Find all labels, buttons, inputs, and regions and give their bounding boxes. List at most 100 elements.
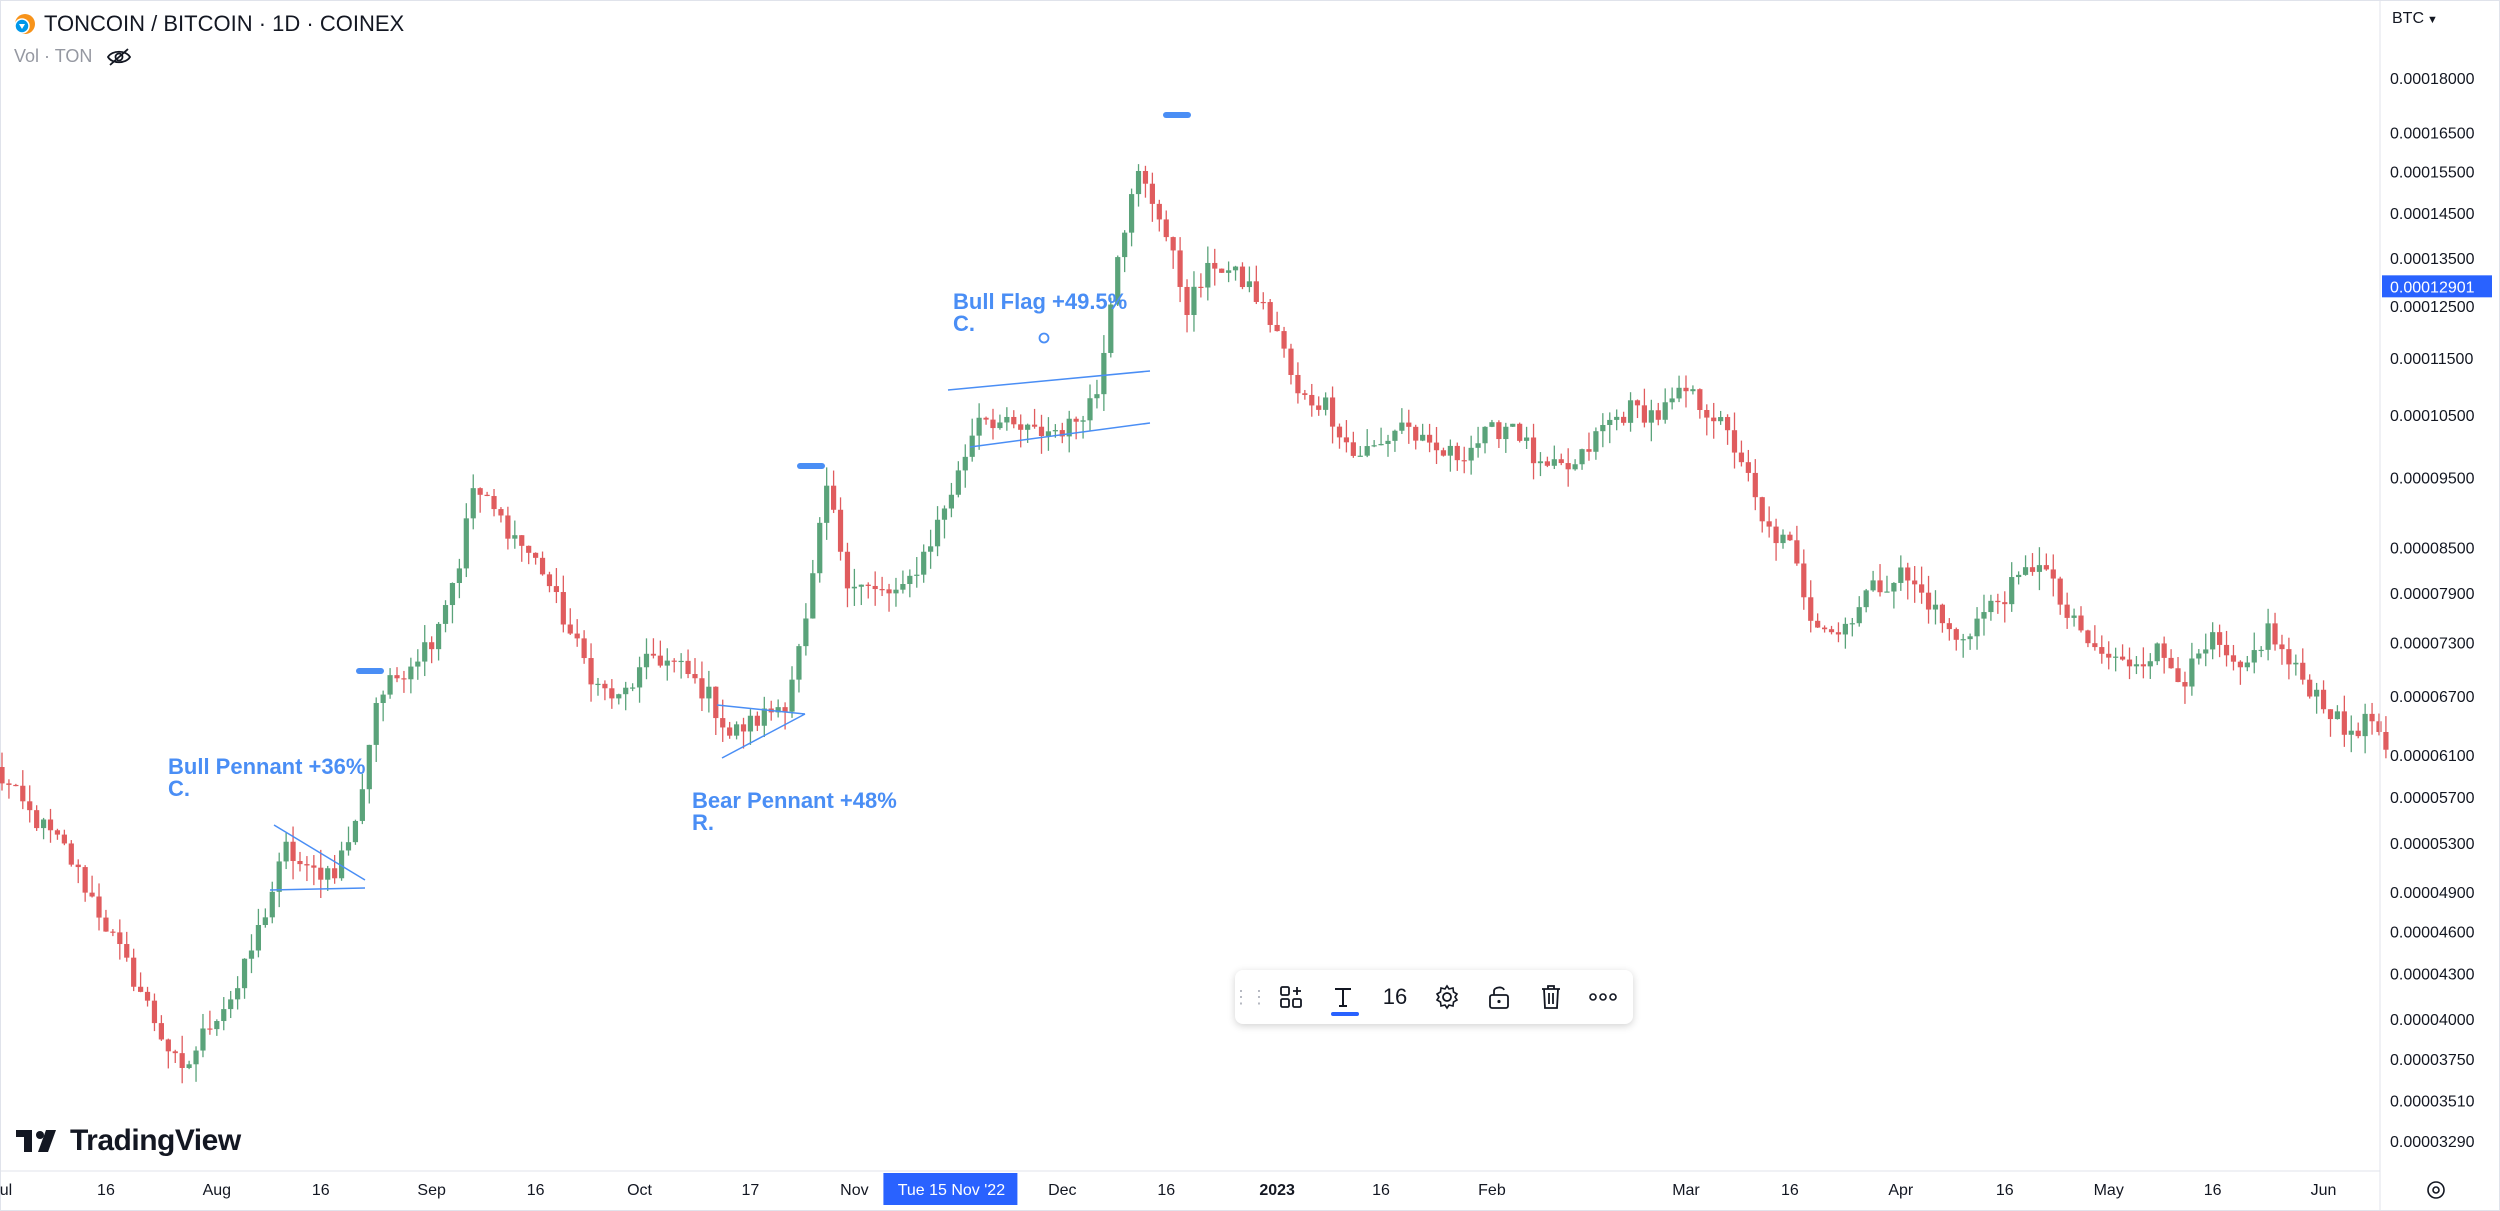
candle xyxy=(2133,656,2140,675)
candle-body xyxy=(650,653,657,656)
candle xyxy=(248,934,255,974)
time-tick-label: Dec xyxy=(1048,1182,1076,1199)
font-size-button[interactable]: 16 xyxy=(1369,970,1421,1024)
candle-body xyxy=(706,686,712,699)
more-icon[interactable] xyxy=(1577,970,1629,1024)
candle xyxy=(1482,426,1488,454)
candle xyxy=(2203,633,2209,667)
candle xyxy=(914,557,920,588)
candle-body xyxy=(1621,416,1627,423)
lock-icon[interactable] xyxy=(1473,970,1525,1024)
candle xyxy=(345,826,352,856)
candle xyxy=(685,649,691,679)
candle-body xyxy=(1863,590,1869,608)
candle-body xyxy=(1073,418,1079,422)
candle-body xyxy=(186,1064,192,1068)
candle-body xyxy=(2175,668,2181,683)
candle-body xyxy=(484,494,490,497)
candle xyxy=(1232,265,1239,281)
candle-body xyxy=(1676,387,1682,399)
candle xyxy=(1350,431,1356,458)
candle-body xyxy=(1433,442,1440,451)
candle-body xyxy=(754,715,760,726)
candle-body xyxy=(1787,534,1793,541)
price-axis: 0.00018000 0.00016500 0.00015500 0.00014500… xyxy=(2379,0,2475,1211)
chart-title-bar[interactable]: TONCOIN / BITCOIN · 1D · COINEX xyxy=(14,11,404,37)
candle xyxy=(1399,408,1405,434)
time-tick-label: Jun xyxy=(2311,1182,2337,1199)
volume-legend[interactable]: Vol · TON xyxy=(14,46,132,67)
candle-body xyxy=(1503,426,1509,440)
price-tick-label: 0.00003290 xyxy=(2390,1134,2475,1151)
candle-body xyxy=(941,508,948,520)
candle-body xyxy=(0,767,5,784)
candle-body xyxy=(602,683,608,689)
candle xyxy=(1031,408,1038,429)
eye-off-icon[interactable] xyxy=(106,47,132,67)
candle xyxy=(1329,386,1336,444)
candle-body xyxy=(2064,604,2070,618)
candle xyxy=(817,517,823,583)
annotation-bull-flag[interactable]: Bull Flag +49.5% C. xyxy=(953,291,1127,335)
candle-body xyxy=(1385,440,1391,444)
candle-body xyxy=(1544,461,1550,466)
candle xyxy=(2348,715,2354,753)
candle xyxy=(1634,399,1641,419)
candle xyxy=(1108,297,1114,358)
candle xyxy=(997,414,1003,430)
candle xyxy=(2016,571,2022,585)
currency-selector[interactable]: BTC ▼ xyxy=(2392,10,2438,28)
candle-body xyxy=(2050,569,2056,579)
candle-body xyxy=(6,783,12,785)
candle-body xyxy=(2002,602,2008,605)
candle xyxy=(526,545,532,565)
settings-icon[interactable] xyxy=(1421,970,1473,1024)
annotation-bull-pennant[interactable]: Bull Pennant +36% C. xyxy=(168,756,365,800)
candle-body xyxy=(1364,446,1370,456)
candle xyxy=(1156,199,1162,232)
drag-handle-icon[interactable]: ⋮⋮ xyxy=(1232,986,1268,1007)
annotation-bear-pennant[interactable]: Bear Pennant +48% R. xyxy=(692,790,897,834)
font-size-value: 16 xyxy=(1382,984,1408,1009)
candle xyxy=(1586,432,1592,461)
candle-body xyxy=(699,678,705,699)
time-tick-label: 16 xyxy=(1781,1182,1799,1199)
candle-body xyxy=(2265,623,2271,650)
candle xyxy=(1260,292,1266,310)
candle xyxy=(1641,388,1648,428)
tradingview-logo[interactable]: TradingView xyxy=(16,1124,241,1158)
candle-body xyxy=(1156,203,1162,220)
candle-body xyxy=(1128,194,1135,233)
candle-body xyxy=(1988,600,1994,613)
candle-body xyxy=(733,724,740,736)
candle xyxy=(1953,627,1959,651)
candle xyxy=(1898,555,1904,591)
candle xyxy=(2126,647,2133,680)
candle xyxy=(2362,703,2368,754)
candle xyxy=(754,711,760,732)
candle-body xyxy=(1212,262,1218,269)
candle-body xyxy=(2140,664,2146,667)
candle xyxy=(2189,642,2195,696)
text-color-icon[interactable] xyxy=(1317,970,1369,1024)
candle-body xyxy=(2293,662,2299,665)
time-tick-label: Jul xyxy=(0,1182,12,1199)
template-icon[interactable] xyxy=(1265,970,1317,1024)
candle xyxy=(1607,412,1613,444)
candle xyxy=(380,690,386,722)
candle-body xyxy=(713,686,719,719)
candle-body xyxy=(2286,649,2292,665)
candle xyxy=(560,575,566,633)
trash-icon[interactable] xyxy=(1525,970,1577,1024)
candle-body xyxy=(2217,632,2223,645)
candle-body xyxy=(1316,405,1322,410)
candle-body xyxy=(304,864,310,866)
candle xyxy=(2168,649,2174,669)
candle-body xyxy=(567,624,573,634)
candle-body xyxy=(1648,410,1654,423)
candle xyxy=(1815,613,1821,628)
candle xyxy=(1191,271,1197,332)
candle-body xyxy=(2341,711,2347,735)
candle-body xyxy=(858,584,864,587)
